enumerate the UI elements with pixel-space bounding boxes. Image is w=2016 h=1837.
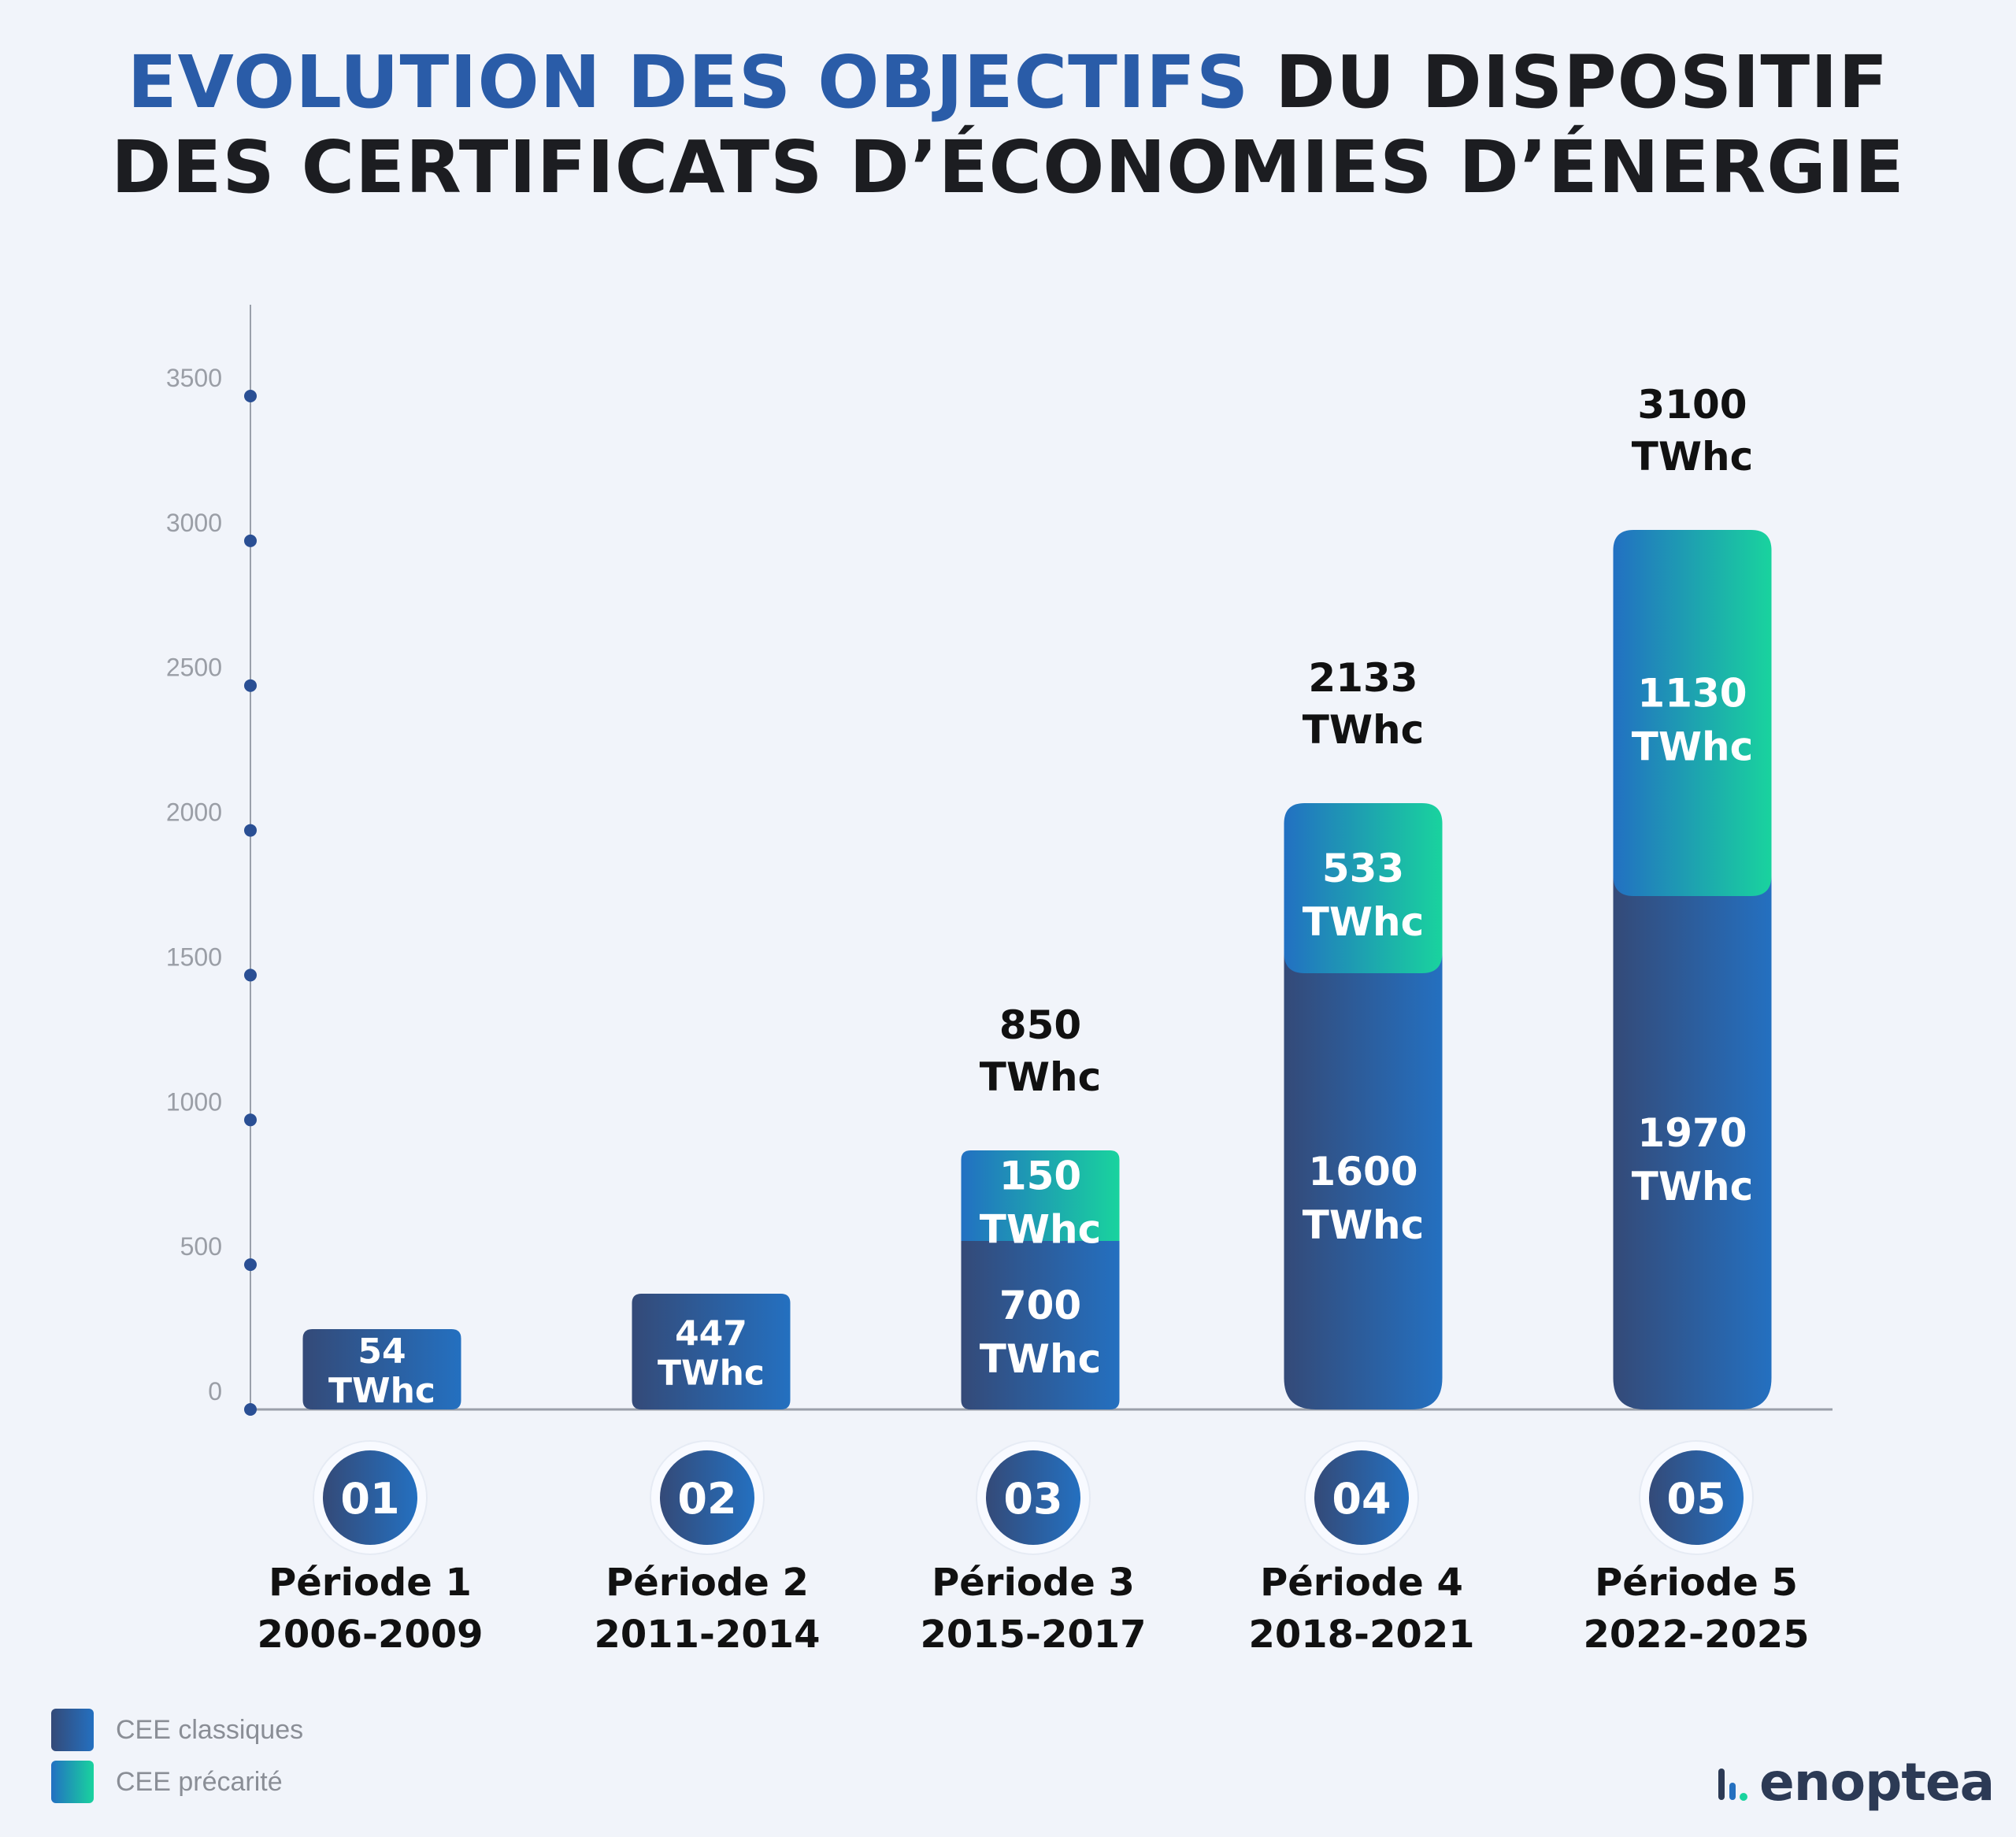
legend-item-precarite: CEE précarité xyxy=(51,1761,283,1803)
bar-cee-precarite xyxy=(961,1150,1120,1241)
period-label: Période 4 xyxy=(1260,1561,1463,1605)
bar-value-label: 54 xyxy=(358,1331,406,1372)
title-rest: DU DISPOSITIF xyxy=(1249,40,1889,124)
bar-value-label: 1130 xyxy=(1637,671,1747,717)
bar-cee-classiques xyxy=(302,1329,461,1409)
legend-label: CEE classiques xyxy=(116,1714,304,1745)
logo-text: enoptea xyxy=(1759,1752,1995,1813)
legend-swatch-classiques xyxy=(51,1709,94,1751)
y-tick-label: 2500 xyxy=(166,654,222,682)
y-tick-label: 3500 xyxy=(166,364,222,392)
chart-title-line1: EVOLUTION DES OBJECTIFS DU DISPOSITIF xyxy=(0,39,2016,126)
period-number: 04 xyxy=(1332,1474,1391,1524)
y-tick-label: 0 xyxy=(208,1377,222,1406)
period-badge xyxy=(1649,1450,1744,1545)
bar-total-label: 2133 xyxy=(1308,655,1418,701)
bar-value-label: 700 xyxy=(999,1283,1081,1328)
bar-total-label: 3100 xyxy=(1637,382,1747,428)
logo-mark-icon xyxy=(1718,1768,1747,1801)
bar-total-unit: TWhc xyxy=(1303,707,1425,753)
bar-value-label: 533 xyxy=(1322,846,1404,891)
legend-item-classiques: CEE classiques xyxy=(51,1709,303,1751)
legend-swatch-precarite xyxy=(51,1761,94,1803)
bar-unit-label: TWhc xyxy=(1632,724,1754,770)
y-tick-dot xyxy=(244,1258,257,1272)
y-tick-label: 2000 xyxy=(166,798,222,827)
bar-unit-label: TWhc xyxy=(1303,1202,1425,1248)
bar-unit-label: TWhc xyxy=(328,1371,435,1411)
y-tick-label: 3000 xyxy=(166,509,222,537)
period-number: 01 xyxy=(340,1474,399,1524)
bar-unit-label: TWhc xyxy=(1303,899,1425,945)
bar-value-label: 1970 xyxy=(1637,1110,1747,1156)
y-tick-dot xyxy=(244,968,257,982)
period-number: 05 xyxy=(1666,1474,1725,1524)
period-label: Période 2 xyxy=(606,1561,809,1605)
y-tick-label: 500 xyxy=(180,1232,222,1261)
bar-value-label: 447 xyxy=(675,1314,747,1354)
period-years: 2022-2025 xyxy=(1583,1613,1809,1657)
y-tick-dot xyxy=(244,824,257,837)
bar-cee-precarite xyxy=(1613,530,1772,896)
bar-cee-classiques xyxy=(632,1294,791,1409)
bar-cee-classiques xyxy=(1284,950,1443,1409)
bar-total-unit: TWhc xyxy=(1632,434,1754,480)
bar-cee-classiques xyxy=(961,1217,1120,1409)
period-years: 2011-2014 xyxy=(594,1613,820,1657)
bar-cee-classiques xyxy=(1613,872,1772,1409)
enoptea-logo: enoptea xyxy=(1717,1752,1995,1813)
y-tick-dot xyxy=(244,1403,257,1416)
bar-value-label: 150 xyxy=(999,1154,1081,1199)
legend-label: CEE précarité xyxy=(116,1766,283,1797)
bar-unit-label: TWhc xyxy=(658,1354,765,1394)
bar-total-unit: TWhc xyxy=(980,1054,1102,1100)
period-label: Période 5 xyxy=(1595,1561,1798,1605)
period-label: Période 3 xyxy=(932,1561,1135,1605)
title-highlight: EVOLUTION DES OBJECTIFS xyxy=(127,40,1250,124)
y-tick-dot xyxy=(244,534,257,547)
bar-unit-label: TWhc xyxy=(1632,1164,1754,1209)
period-label: Période 1 xyxy=(269,1561,472,1605)
bar-total-label: 850 xyxy=(999,1002,1081,1048)
period-badge xyxy=(986,1450,1080,1545)
period-years: 2015-2017 xyxy=(920,1613,1146,1657)
bar-unit-label: TWhc xyxy=(980,1207,1102,1253)
y-tick-dot xyxy=(244,1113,257,1127)
period-years: 2006-2009 xyxy=(257,1613,483,1657)
y-tick-dot xyxy=(244,679,257,692)
period-badge xyxy=(660,1450,754,1545)
y-tick-dot xyxy=(244,390,257,402)
chart-title-line2: DES CERTIFICATS D’ÉCONOMIES D’ÉNERGIE xyxy=(111,125,1905,209)
bar-value-label: 1600 xyxy=(1308,1149,1418,1194)
period-number: 02 xyxy=(677,1474,736,1524)
period-number: 03 xyxy=(1003,1474,1062,1524)
y-tick-label: 1500 xyxy=(166,943,222,971)
y-tick-label: 1000 xyxy=(166,1087,222,1116)
period-years: 2018-2021 xyxy=(1248,1613,1474,1657)
period-badge xyxy=(323,1450,417,1545)
period-badge xyxy=(1314,1450,1409,1545)
bar-cee-precarite xyxy=(1284,803,1443,973)
bar-unit-label: TWhc xyxy=(980,1336,1102,1382)
